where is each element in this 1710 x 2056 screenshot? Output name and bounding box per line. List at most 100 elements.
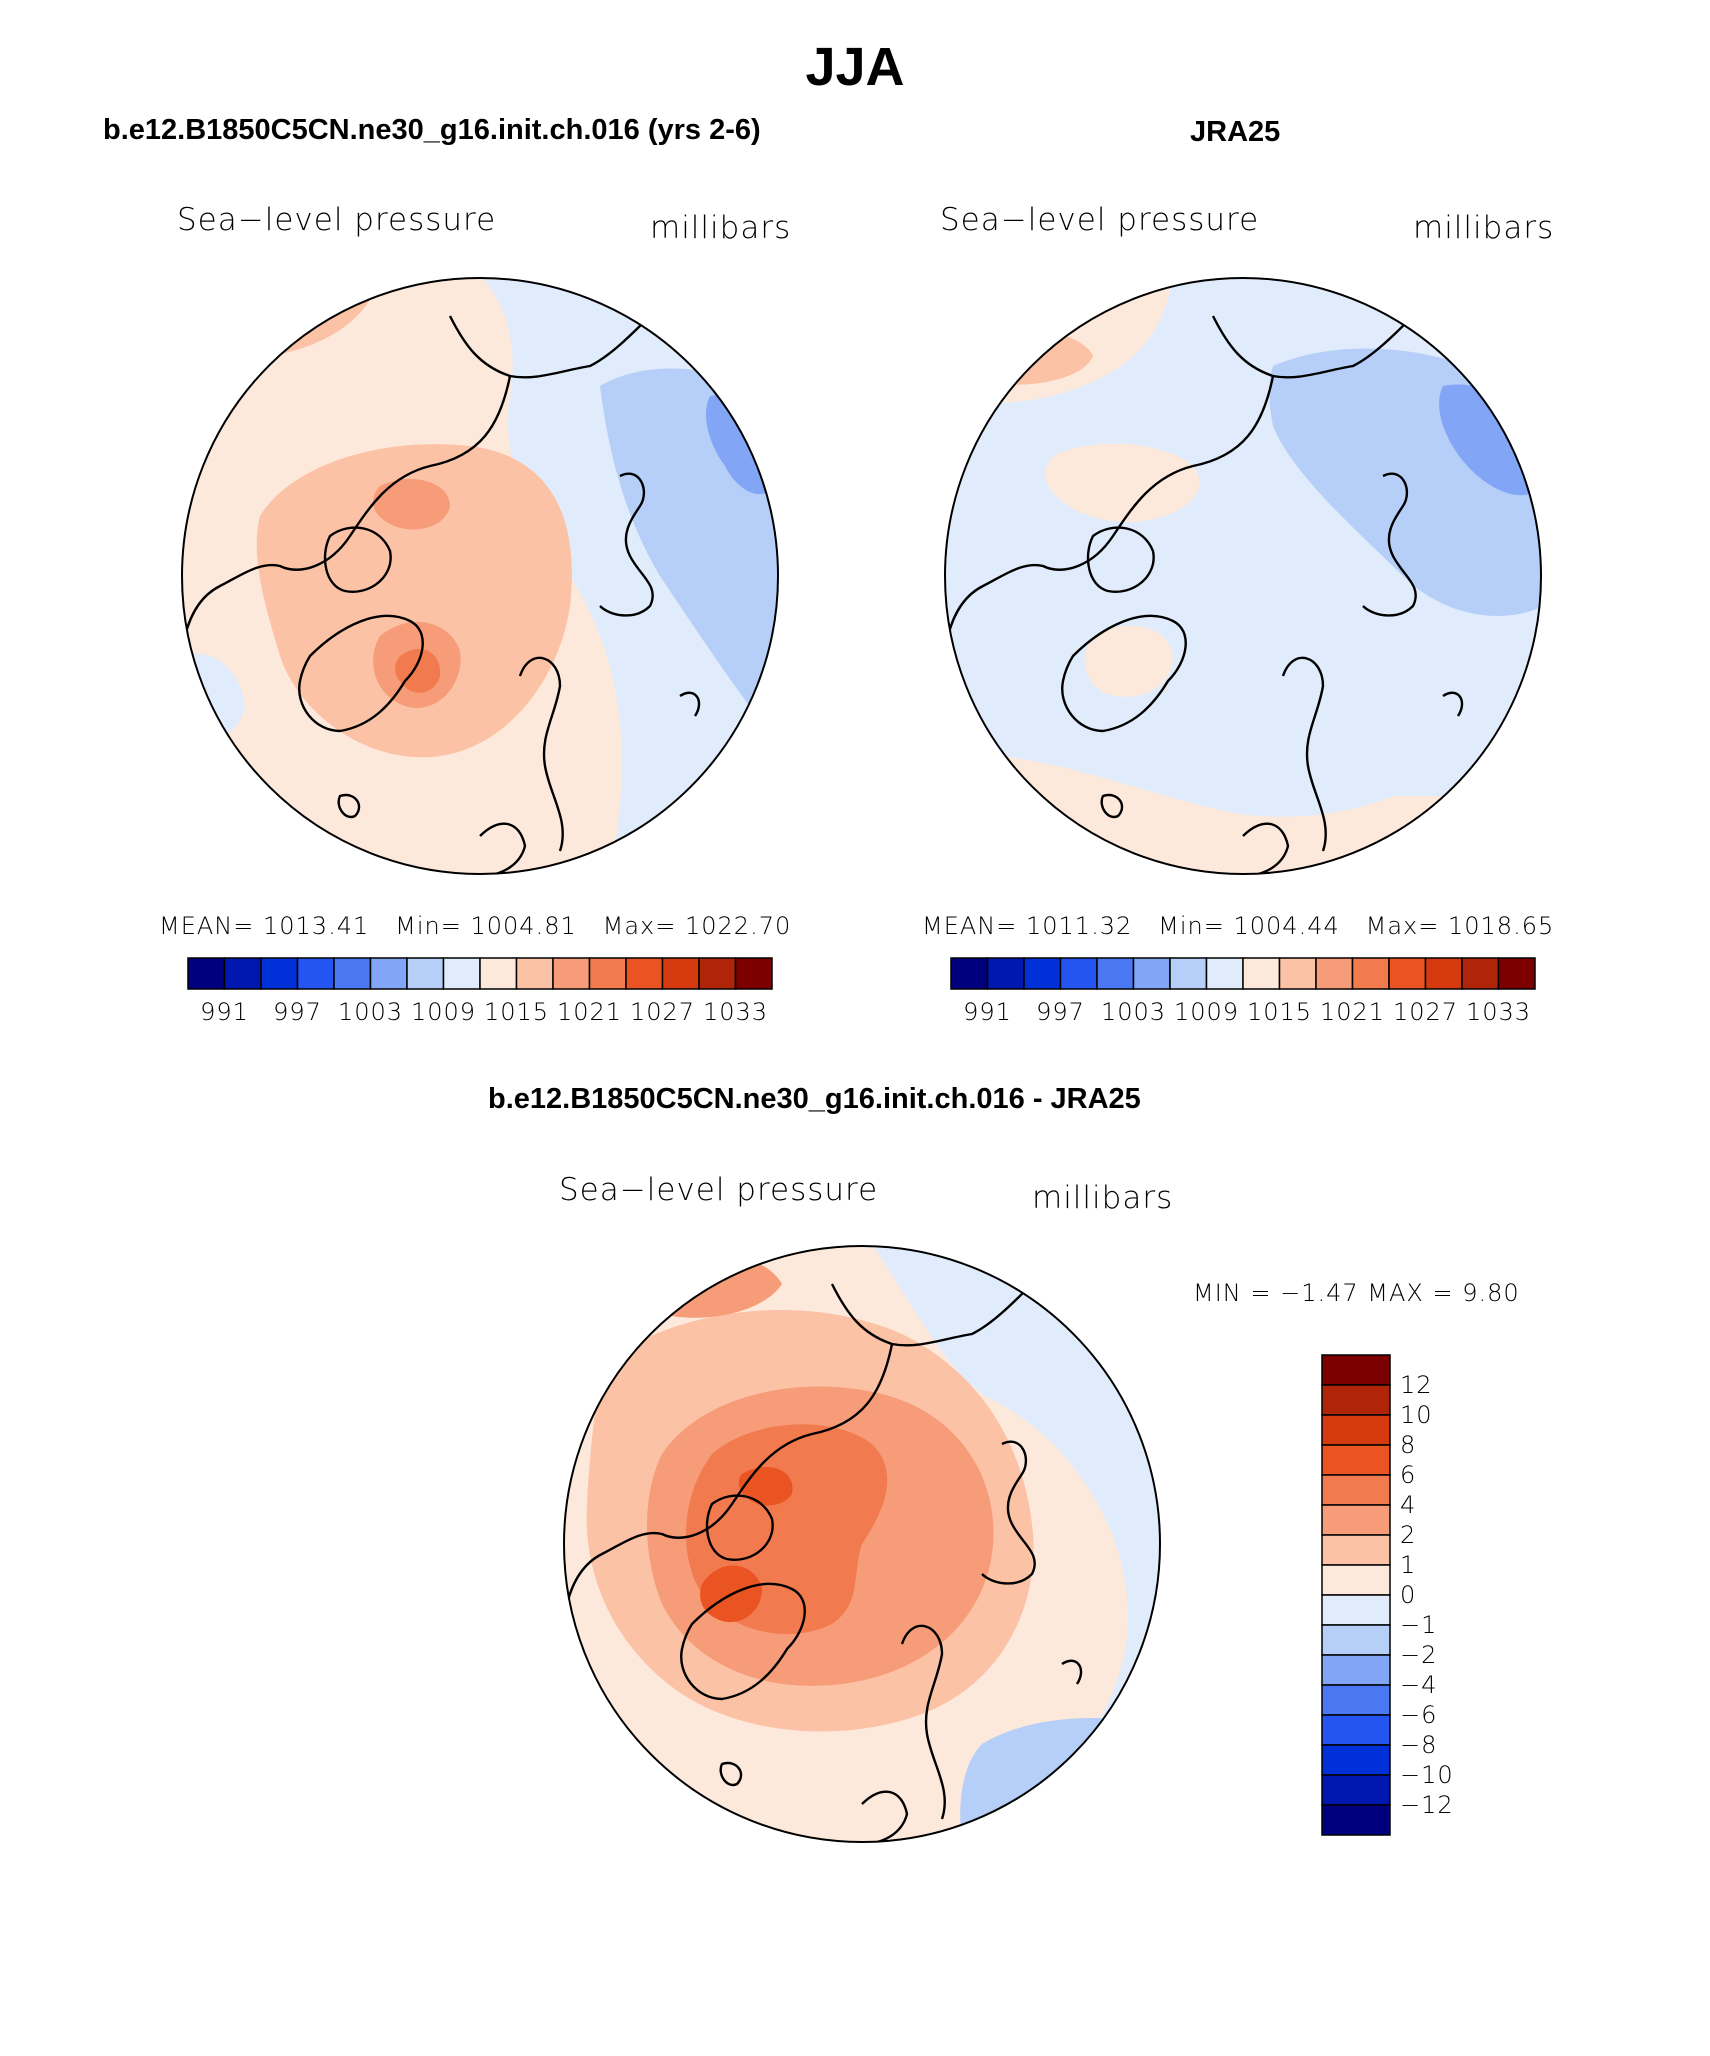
map-border xyxy=(181,277,779,875)
variable-label-model: Sea−level pressure xyxy=(177,202,497,238)
high-pressure-greenland-core xyxy=(395,648,441,693)
stats-min-value: 1004.44 xyxy=(1233,912,1340,940)
colorbar-swatch xyxy=(1132,957,1171,990)
colorbar-swatch xyxy=(1321,1654,1391,1686)
colorbar-tick-label: 1027 xyxy=(1392,998,1459,1026)
stats-mean-label: MEAN= xyxy=(159,912,255,940)
stats-min-label: Min= xyxy=(395,912,462,940)
colorbar-tick-label: 1015 xyxy=(483,998,550,1026)
variable-label-diff: Sea−level pressure xyxy=(559,1172,879,1208)
colorbar-tick-label: −1 xyxy=(1400,1611,1438,1639)
colorbar-swatch xyxy=(1321,1384,1391,1416)
colorbar-swatch xyxy=(1321,1804,1391,1836)
colorbar-tick-label: 1015 xyxy=(1246,998,1313,1026)
colorbar-swatch xyxy=(223,957,262,990)
colorbar-swatch xyxy=(1321,1444,1391,1476)
colorbar-swatch xyxy=(1096,957,1135,990)
colorbar-tick-label: 6 xyxy=(1400,1461,1417,1489)
colorbar-swatch xyxy=(1321,1474,1391,1506)
high-pressure-center-arctic xyxy=(373,478,450,530)
colorbar-swatch xyxy=(515,957,554,990)
panel-title-diff: b.e12.B1850C5CN.ne30_g16.init.ch.016 - J… xyxy=(488,1083,1141,1115)
colorbar-tick-label: 1 xyxy=(1400,1551,1417,1579)
colorbar-tick-label: 991 xyxy=(200,998,249,1026)
colorbar-model xyxy=(187,957,773,990)
colorbar-swatch xyxy=(1351,957,1390,990)
colorbar-tick-label: 1003 xyxy=(1100,998,1167,1026)
stats-diff: MIN = −1.47 MAX = 9.80 xyxy=(1193,1279,1520,1307)
colorbar-swatch xyxy=(187,957,226,990)
colorbar-swatch xyxy=(1321,1744,1391,1776)
negative-anomaly-pacific xyxy=(872,1246,1160,1842)
stats-mean-label: MEAN= xyxy=(922,912,1018,940)
colorbar-swatch xyxy=(1321,1534,1391,1566)
colorbar-tick-label: 1009 xyxy=(410,998,477,1026)
colorbar-swatch xyxy=(1388,957,1427,990)
colorbar-swatch xyxy=(296,957,335,990)
colorbar-tick-label: −8 xyxy=(1400,1731,1438,1759)
polar-map-model xyxy=(181,277,779,875)
colorbar-swatch xyxy=(734,957,773,990)
colorbar-swatch xyxy=(260,957,299,990)
colorbar-tick-label: 12 xyxy=(1400,1371,1433,1399)
colorbar-swatch xyxy=(1315,957,1354,990)
colorbar-swatch xyxy=(1424,957,1463,990)
colorbar-swatch xyxy=(588,957,627,990)
colorbar-swatch xyxy=(1169,957,1208,990)
colorbar-tick-label: 1021 xyxy=(1319,998,1386,1026)
units-label-diff: millibars xyxy=(1032,1180,1174,1216)
colorbar-tick-label: 10 xyxy=(1400,1401,1433,1429)
stats-max-label: Max= xyxy=(1365,912,1440,940)
colorbar-tick-label: −12 xyxy=(1400,1791,1454,1819)
panel-title-obs: JRA25 xyxy=(1190,116,1281,148)
colorbar-swatch xyxy=(552,957,591,990)
units-label-obs: millibars xyxy=(1413,210,1555,246)
high-pressure-atlantic-core xyxy=(211,291,320,340)
colorbar-swatch xyxy=(1321,1774,1391,1806)
panel-title-model: b.e12.B1850C5CN.ne30_g16.init.ch.016 (yr… xyxy=(103,114,761,146)
colorbar-swatch xyxy=(1278,957,1317,990)
colorbar-swatch xyxy=(950,957,989,990)
map-border xyxy=(944,277,1542,875)
colorbar-swatch xyxy=(1497,957,1536,990)
colorbar-swatch xyxy=(1059,957,1098,990)
colorbar-tick-label: −4 xyxy=(1400,1671,1438,1699)
high-pressure-arctic xyxy=(1045,443,1200,522)
colorbar-tick-label: 1027 xyxy=(629,998,696,1026)
colorbar-swatch xyxy=(1321,1354,1391,1386)
stats-model: MEAN= 1013.41 Min= 1004.81 Max= 1022.70 xyxy=(159,912,791,940)
units-label-model: millibars xyxy=(650,210,792,246)
colorbar-swatch xyxy=(333,957,372,990)
colorbar-swatch xyxy=(406,957,445,990)
high-pressure-greenland xyxy=(1084,625,1173,697)
map-border xyxy=(563,1245,1161,1843)
stats-max-value: 1018.65 xyxy=(1448,912,1555,940)
colorbar-tick-label: 1033 xyxy=(702,998,769,1026)
stats-min-value: 1004.81 xyxy=(470,912,577,940)
variable-label-obs: Sea−level pressure xyxy=(940,202,1260,238)
polar-map-obs xyxy=(944,277,1542,875)
colorbar-tick-label: −6 xyxy=(1400,1701,1438,1729)
colorbar-tick-label: 4 xyxy=(1400,1491,1417,1519)
stats-max-value: 1022.70 xyxy=(685,912,792,940)
stats-mean-value: 1013.41 xyxy=(263,912,370,940)
stats-min-label: Min= xyxy=(1158,912,1225,940)
high-pressure-region-arctic xyxy=(256,444,572,758)
colorbar-tick-label: 0 xyxy=(1400,1581,1417,1609)
colorbar-swatch xyxy=(369,957,408,990)
stats-max-label: Max= xyxy=(602,912,677,940)
colorbar-swatch xyxy=(986,957,1025,990)
colorbar-tick-label: 1021 xyxy=(556,998,623,1026)
coastlines xyxy=(183,315,701,874)
colorbar-tick-label: 997 xyxy=(1036,998,1085,1026)
colorbar-swatch xyxy=(1321,1684,1391,1716)
stats-obs: MEAN= 1011.32 Min= 1004.44 Max= 1018.65 xyxy=(922,912,1554,940)
colorbar-tick-label: 1003 xyxy=(337,998,404,1026)
stats-mean-value: 1011.32 xyxy=(1026,912,1133,940)
colorbar-swatch xyxy=(698,957,737,990)
colorbar-diff xyxy=(1321,1354,1391,1836)
colorbar-swatch xyxy=(1321,1594,1391,1626)
colorbar-swatch xyxy=(442,957,481,990)
colorbar-tick-label: 1009 xyxy=(1173,998,1240,1026)
colorbar-tick-label: 2 xyxy=(1400,1521,1417,1549)
